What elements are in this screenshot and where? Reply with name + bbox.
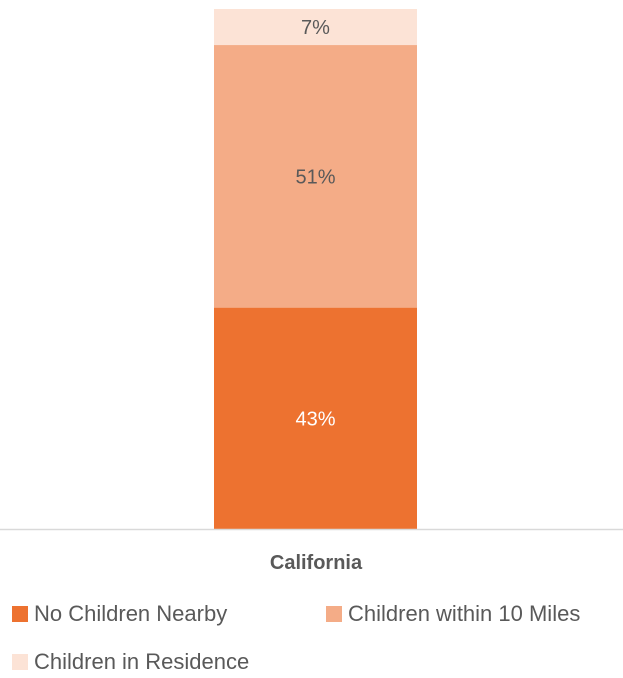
data-label-no-children-nearby: 43%: [295, 408, 335, 430]
legend-item-children-in-residence: Children in Residence: [12, 649, 249, 675]
bar-segment-no-children-nearby: [214, 307, 417, 529]
legend-swatch-children-within-10-miles: [326, 606, 342, 622]
legend-label-no-children-nearby: No Children Nearby: [34, 601, 228, 626]
legend-item-no-children-nearby: No Children Nearby: [12, 601, 227, 627]
category-label: California: [269, 552, 363, 574]
data-label-children-in-residence: 7%: [301, 17, 330, 39]
legend-label-children-within-10-miles: Children within 10 Miles: [348, 601, 581, 626]
bar-segment-children-within-10-miles: [214, 45, 417, 308]
legend: No Children Nearby Children within 10 Mi…: [12, 601, 623, 674]
legend-swatch-children-in-residence: [12, 654, 28, 670]
legend-swatch-no-children-nearby: [12, 606, 28, 622]
legend-item-children-within-10-miles: Children within 10 Miles: [326, 601, 580, 627]
stacked-bar-chart: 43% 51% 7%: [0, 9, 623, 531]
legend-label-children-in-residence: Children in Residence: [34, 649, 250, 674]
data-label-children-within-10-miles: 51%: [295, 166, 335, 188]
bar-segment-children-in-residence: [214, 9, 417, 46]
